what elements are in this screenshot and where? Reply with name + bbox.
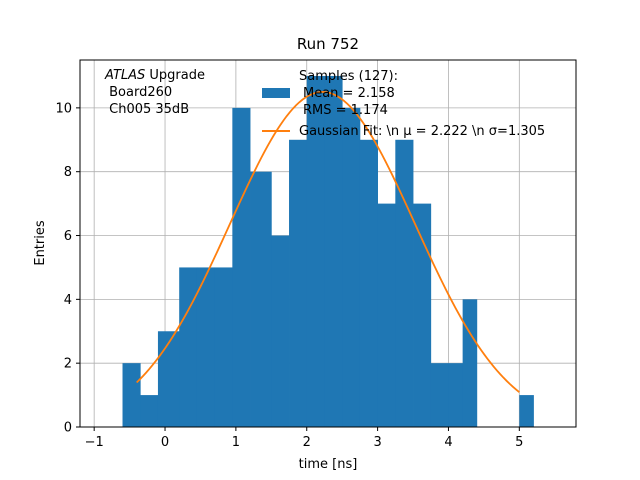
legend-fit-label: Gaussian Fit: \n μ = 2.222 \n σ=1.305	[299, 124, 545, 139]
histogram-bar	[448, 363, 464, 427]
y-axis-label: Entries	[33, 220, 48, 266]
histogram-bar	[214, 267, 233, 427]
legend-hist-line-3: RMS = 1.174	[303, 103, 388, 118]
histogram-bar	[519, 395, 534, 427]
legend-hist-line-1: Samples (127):	[299, 69, 398, 84]
x-tick-label: 0	[161, 435, 169, 450]
legend-hist-line-2: Mean = 2.158	[303, 86, 395, 101]
x-tick-label: 3	[373, 435, 381, 450]
gaussian-fit-line	[136, 91, 520, 393]
histogram-bar	[413, 203, 432, 427]
histogram-bar	[140, 395, 159, 427]
y-ticks: 0 2 4 6 8 10	[55, 101, 80, 436]
annotation-line-3: Ch005 35dB	[105, 102, 189, 117]
legend: Samples (127): Mean = 2.158 RMS = 1.174 …	[262, 69, 545, 139]
histogram-bar	[395, 139, 414, 428]
histogram-bar	[342, 107, 361, 427]
histogram-bar	[289, 139, 308, 428]
histogram-bar	[157, 331, 180, 427]
annotation-line-1: ATLAS Upgrade	[104, 68, 205, 83]
x-tick-label: 5	[515, 435, 523, 450]
histogram-bar	[359, 139, 378, 428]
legend-hist-swatch	[262, 88, 290, 98]
annotation-upgrade: Upgrade	[145, 68, 205, 83]
histogram-bar	[306, 75, 325, 428]
chart-title: Run 752	[297, 35, 359, 53]
histogram-bar	[250, 171, 272, 427]
plot-frame	[79, 59, 577, 428]
y-tick-label: 8	[64, 165, 72, 180]
histogram-bar	[377, 203, 396, 427]
histogram-bar	[179, 267, 198, 427]
fit-curve-group	[136, 91, 520, 393]
histogram-bar	[430, 363, 449, 427]
y-tick-label: 4	[64, 293, 72, 308]
x-tick-label: −1	[85, 435, 104, 450]
y-tick-label: 6	[64, 229, 72, 244]
y-tick-label: 0	[64, 421, 72, 436]
x-tick-label: 2	[303, 435, 311, 450]
annotation-atlas: ATLAS	[104, 68, 145, 83]
y-tick-label: 2	[64, 357, 72, 372]
y-tick-label: 10	[55, 101, 72, 116]
histogram-bar	[232, 107, 251, 427]
annotation-line-2: Board260	[105, 85, 172, 100]
histogram-bar	[271, 235, 290, 427]
histogram-bar	[462, 299, 478, 427]
x-tick-label: 1	[232, 435, 240, 450]
atlas-annotation: ATLAS Upgrade Board260 Ch005 35dB	[104, 68, 205, 117]
x-tick-label: 4	[444, 435, 452, 450]
histogram-bar	[196, 267, 216, 427]
x-ticks: −1 0 1 2 3 4 5	[85, 427, 523, 450]
x-axis-label: time [ns]	[299, 457, 358, 472]
histogram-bar	[324, 75, 343, 428]
histogram-bar	[122, 363, 141, 427]
